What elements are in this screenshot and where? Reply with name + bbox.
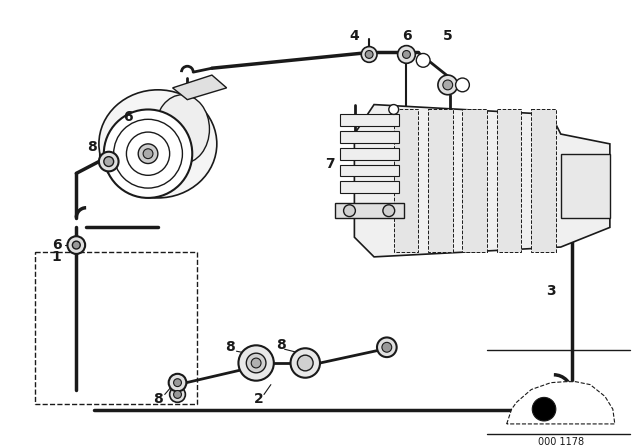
Bar — [340, 114, 399, 126]
Text: 000 1178: 000 1178 — [538, 437, 584, 447]
Circle shape — [383, 205, 395, 216]
Circle shape — [365, 51, 373, 58]
Circle shape — [169, 374, 186, 392]
Bar — [561, 154, 610, 218]
Polygon shape — [428, 109, 452, 252]
Text: 8: 8 — [87, 140, 97, 154]
Polygon shape — [531, 109, 556, 252]
Text: 6: 6 — [402, 29, 412, 43]
Circle shape — [361, 47, 377, 62]
Circle shape — [388, 104, 399, 114]
Circle shape — [443, 80, 452, 90]
Circle shape — [291, 348, 320, 378]
Text: 7: 7 — [325, 156, 335, 171]
Text: 8: 8 — [276, 338, 285, 352]
Circle shape — [170, 387, 186, 402]
Text: 5: 5 — [443, 29, 452, 43]
Text: 6: 6 — [124, 110, 133, 125]
Bar — [340, 181, 399, 193]
Circle shape — [143, 149, 153, 159]
Polygon shape — [497, 109, 522, 252]
Text: 2: 2 — [254, 392, 264, 406]
Circle shape — [416, 53, 430, 67]
Circle shape — [99, 152, 118, 172]
Circle shape — [252, 358, 261, 368]
Circle shape — [344, 205, 355, 216]
Circle shape — [246, 353, 266, 373]
Circle shape — [114, 119, 182, 188]
Circle shape — [298, 355, 313, 371]
Ellipse shape — [99, 90, 217, 198]
Circle shape — [72, 241, 80, 249]
Text: 1: 1 — [52, 250, 61, 264]
Ellipse shape — [156, 95, 209, 164]
Circle shape — [138, 144, 158, 164]
Polygon shape — [463, 109, 487, 252]
Circle shape — [173, 379, 182, 387]
Circle shape — [403, 51, 410, 58]
Polygon shape — [355, 104, 610, 257]
Bar — [340, 131, 399, 143]
Circle shape — [532, 397, 556, 421]
Text: 8: 8 — [153, 392, 163, 406]
Circle shape — [239, 345, 274, 381]
Circle shape — [67, 236, 85, 254]
Polygon shape — [507, 382, 615, 424]
Circle shape — [438, 75, 458, 95]
Polygon shape — [394, 109, 419, 252]
Circle shape — [173, 391, 182, 398]
Circle shape — [104, 157, 114, 167]
Circle shape — [104, 109, 192, 198]
Polygon shape — [173, 75, 227, 99]
Text: 4: 4 — [349, 29, 359, 43]
Text: 8: 8 — [225, 340, 234, 354]
Bar — [35, 252, 197, 404]
Circle shape — [382, 342, 392, 352]
Text: 6: 6 — [52, 238, 61, 252]
Text: 3: 3 — [546, 284, 556, 298]
Bar — [335, 203, 404, 218]
Circle shape — [377, 337, 397, 357]
Circle shape — [127, 132, 170, 175]
Bar — [340, 164, 399, 177]
Bar — [340, 148, 399, 159]
Circle shape — [397, 46, 415, 63]
Circle shape — [456, 78, 469, 92]
